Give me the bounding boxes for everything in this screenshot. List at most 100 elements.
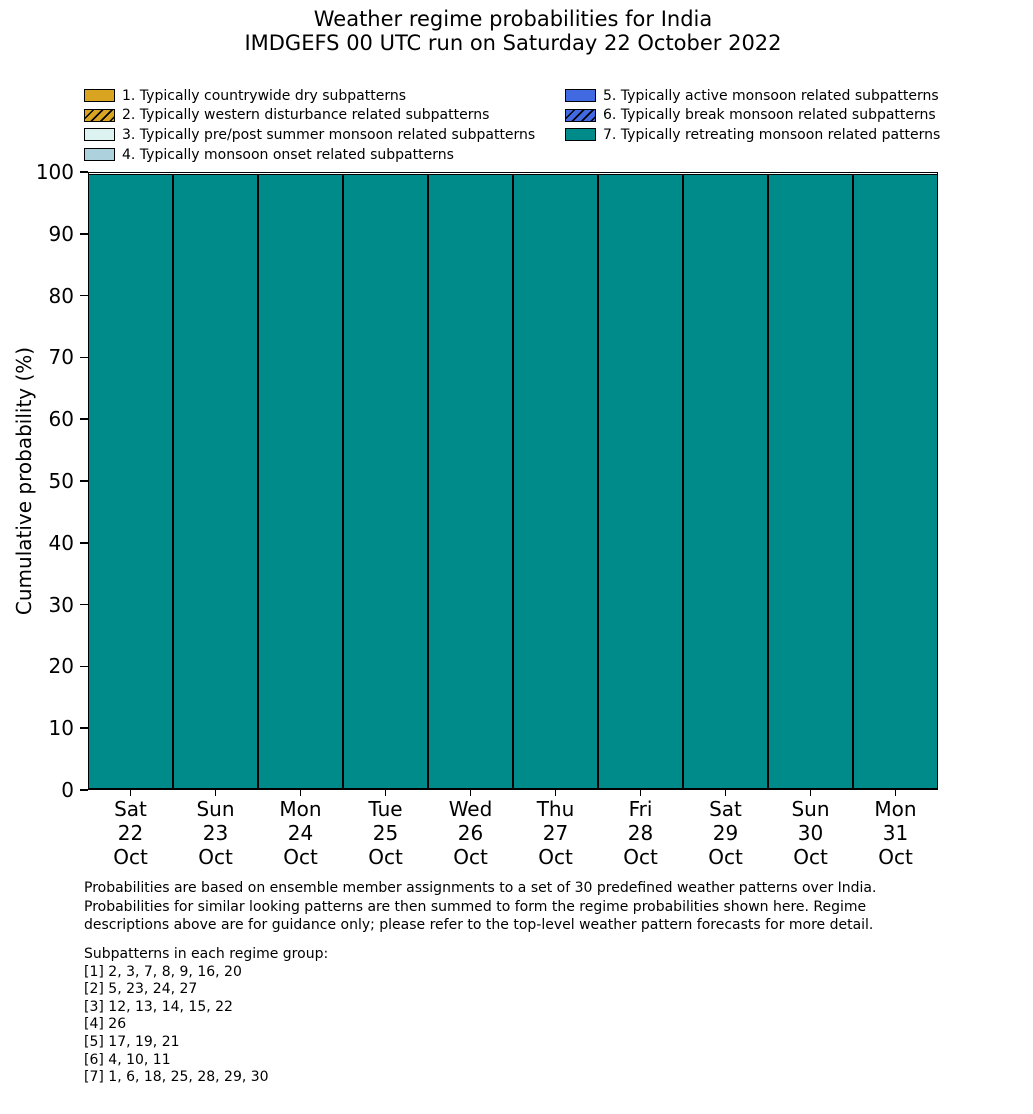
x-tick-mark xyxy=(724,790,727,796)
bar xyxy=(512,173,598,789)
x-tick-mark xyxy=(384,790,387,796)
x-tick-label: Thu 27 Oct xyxy=(536,797,575,869)
y-tick-mark xyxy=(80,727,88,729)
bar-segment xyxy=(597,174,683,789)
y-tick-label: 50 xyxy=(48,469,74,493)
y-tick-mark xyxy=(80,665,88,668)
y-tick-label: 90 xyxy=(48,221,74,246)
x-tick-label: Tue 25 Oct xyxy=(368,797,403,869)
chart-title: Weather regime probabilities for India xyxy=(313,7,713,31)
legend-entry-label: 1. Typically countrywide dry subpatterns xyxy=(122,87,407,104)
y-tick-mark xyxy=(80,542,88,544)
x-tick-mark xyxy=(214,790,217,796)
x-tick-label: Sat 22 Oct xyxy=(113,797,148,869)
footnote: Probabilities are based on ensemble memb… xyxy=(84,879,876,935)
x-tick-label: Fri 28 Oct xyxy=(623,797,658,869)
footnote-line: descriptions above are for guidance only… xyxy=(84,917,874,934)
bar-segment xyxy=(767,174,853,789)
legend-swatch xyxy=(565,108,596,122)
bar-segment xyxy=(87,174,173,789)
subpatterns-line: [2] 5, 23, 24, 27 xyxy=(84,981,198,998)
y-tick-label: 10 xyxy=(48,716,74,741)
bar-segment xyxy=(342,174,428,789)
y-tick-label: 100 xyxy=(35,160,74,184)
bar-segment xyxy=(427,174,513,789)
subpatterns-line: [6] 4, 10, 11 xyxy=(84,1051,171,1068)
subpatterns-line: [7] 1, 6, 18, 25, 28, 29, 30 xyxy=(84,1069,269,1086)
legend-swatch xyxy=(84,89,115,103)
x-tick-mark xyxy=(129,790,132,796)
x-tick-mark xyxy=(469,790,472,796)
x-tick-label: Mon 31 Oct xyxy=(874,797,917,869)
legend-entry: 3. Typically pre/post summer monsoon rel… xyxy=(84,125,535,145)
subpatterns-line: [5] 17, 19, 21 xyxy=(84,1033,180,1050)
bar-segment xyxy=(257,174,343,789)
legend-entry: 2. Typically western disturbance related… xyxy=(84,106,535,126)
x-tick-label: Sun 23 Oct xyxy=(196,797,235,869)
legend-entry: 6. Typically break monsoon related subpa… xyxy=(565,106,940,126)
legend-entry: 7. Typically retreating monsoon related … xyxy=(565,125,940,145)
footnote-line: Probabilities are based on ensemble memb… xyxy=(84,880,877,896)
subpatterns-line: [1] 2, 3, 7, 8, 9, 16, 20 xyxy=(84,963,242,980)
legend-entry-label: 6. Typically break monsoon related subpa… xyxy=(603,107,936,124)
legend-entry: 1. Typically countrywide dry subpatterns xyxy=(84,86,535,106)
bar xyxy=(87,173,173,789)
y-tick-label: 20 xyxy=(48,654,74,679)
y-tick-label: 80 xyxy=(48,283,74,308)
legend-entry-label: 4. Typically monsoon onset related subpa… xyxy=(122,146,454,163)
y-tick-label: 70 xyxy=(48,345,74,370)
legend-entry-label: 5. Typically active monsoon related subp… xyxy=(603,87,939,104)
y-tick-mark xyxy=(80,171,88,173)
bar-segment xyxy=(682,174,768,789)
legend-column-left: 1. Typically countrywide dry subpatterns… xyxy=(84,86,535,164)
x-tick-mark xyxy=(809,790,812,796)
bar-segment xyxy=(172,174,258,789)
y-tick-mark xyxy=(80,356,88,359)
bar-segment xyxy=(852,174,938,789)
bar xyxy=(682,173,768,789)
bar xyxy=(427,173,513,789)
subpatterns-line: [4] 26 xyxy=(84,1016,127,1033)
x-tick-label: Mon 24 Oct xyxy=(279,797,322,869)
y-tick-mark xyxy=(80,789,88,791)
y-tick-label: 0 xyxy=(61,778,74,802)
legend-swatch xyxy=(84,108,115,122)
bar xyxy=(257,173,343,789)
legend-column-right: 5. Typically active monsoon related subp… xyxy=(565,86,940,145)
x-tick-mark xyxy=(554,790,557,796)
bar xyxy=(767,173,853,789)
x-tick-label: Wed 26 Oct xyxy=(448,797,493,869)
y-tick-mark xyxy=(80,418,88,420)
legend-entry: 4. Typically monsoon onset related subpa… xyxy=(84,145,535,165)
x-tick-mark xyxy=(299,790,302,796)
x-tick-mark xyxy=(894,790,897,796)
y-tick-mark xyxy=(80,480,88,482)
legend-entry-label: 2. Typically western disturbance related… xyxy=(122,107,490,124)
chart-subtitle: IMDGEFS 00 UTC run on Saturday 22 Octobe… xyxy=(244,31,782,55)
subpatterns-line: [3] 12, 13, 14, 15, 22 xyxy=(84,998,233,1015)
bar xyxy=(597,173,683,789)
subpatterns-list: Subpatterns in each regime group: [1] 2, … xyxy=(84,946,328,1087)
bar-segment xyxy=(512,174,598,789)
bar xyxy=(342,173,428,789)
x-tick-mark xyxy=(639,790,642,796)
x-tick-label: Sat 29 Oct xyxy=(708,797,743,869)
y-tick-label: 30 xyxy=(48,592,74,617)
y-tick-mark xyxy=(80,233,88,235)
legend-entry-label: 7. Typically retreating monsoon related … xyxy=(603,126,941,143)
legend-swatch xyxy=(565,89,596,103)
bar xyxy=(172,173,258,789)
legend-swatch xyxy=(84,148,115,162)
plot-area xyxy=(87,172,938,790)
y-tick-label: 40 xyxy=(48,530,74,555)
legend-swatch xyxy=(565,128,596,142)
x-tick-label: Sun 30 Oct xyxy=(791,797,830,869)
legend-swatch xyxy=(84,128,115,142)
y-tick-mark xyxy=(80,294,88,297)
footnote-line: Probabilities for similar looking patter… xyxy=(84,898,867,915)
title-block: Weather regime probabilities for India I… xyxy=(0,7,1026,55)
y-tick-mark xyxy=(80,603,88,606)
y-tick-label: 60 xyxy=(48,407,74,432)
bar xyxy=(852,173,938,789)
